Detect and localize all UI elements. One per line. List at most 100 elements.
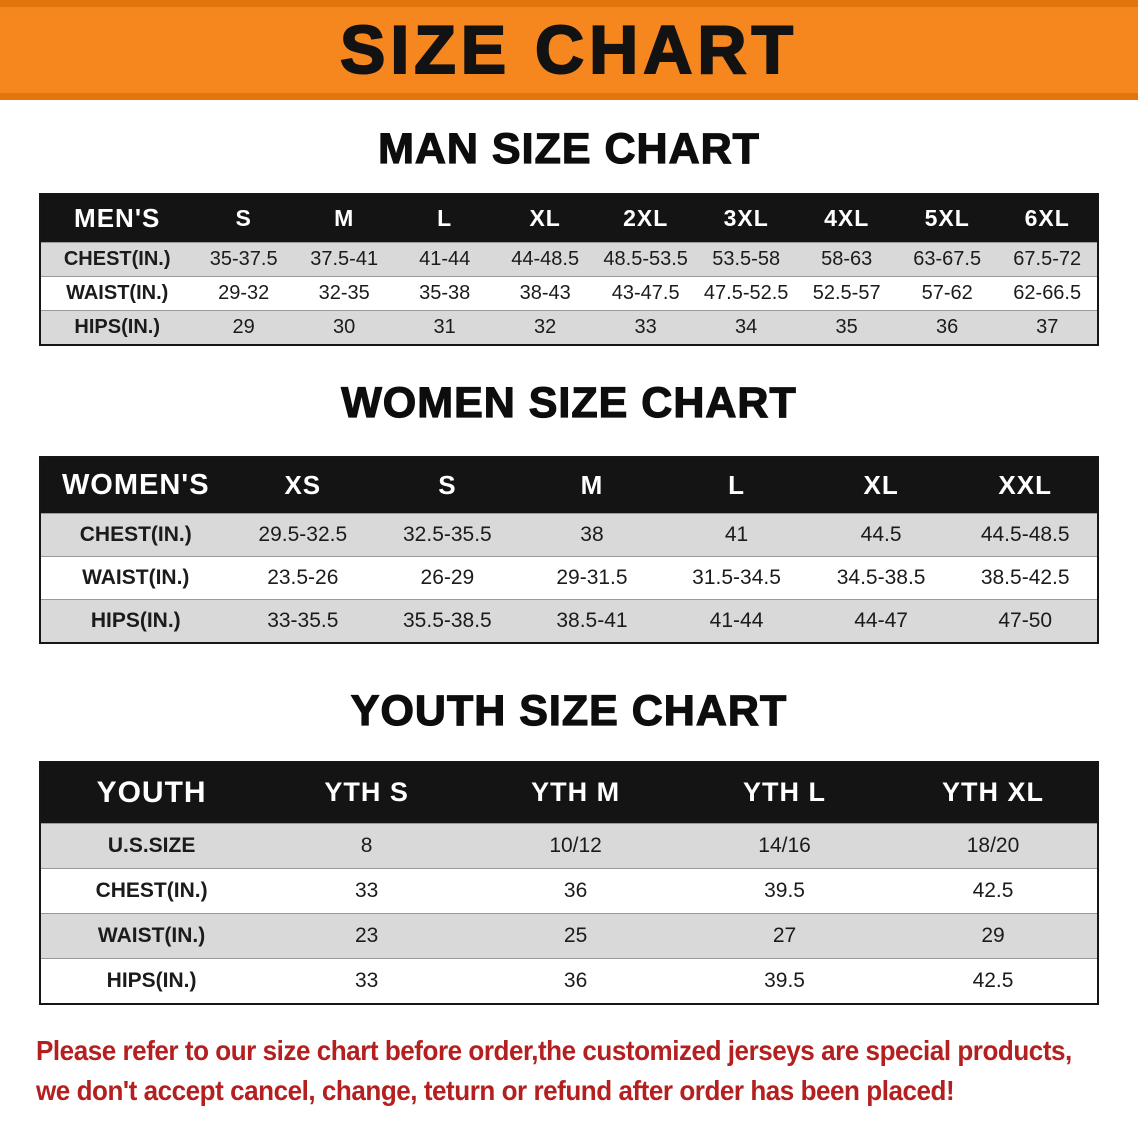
size-cell: 18/20	[966, 833, 1020, 857]
size-cell: 41-44	[709, 608, 764, 632]
size-cell: 37.5-41	[310, 248, 379, 271]
column-header: 5XL	[896, 194, 998, 243]
size-cell: 31	[433, 316, 456, 339]
row-label: HIPS(IN.)	[74, 316, 160, 339]
column-header: M	[293, 194, 395, 243]
size-cell: 43-47.5	[611, 282, 680, 305]
table-row: CHEST(IN.) 33 36 39.5 42.5	[40, 868, 1098, 914]
men-table-body: CHEST(IN.) 35-37.5 37.5-41 41-44 44-48.5…	[40, 242, 1098, 346]
banner: SIZE CHART	[0, 0, 1138, 100]
size-cell: 33	[354, 878, 379, 902]
size-cell: 44.5	[860, 522, 902, 546]
men-header-label: MEN'S	[40, 194, 194, 243]
size-cell: 29	[232, 316, 255, 339]
table-row: U.S.SIZE 8 10/12 14/16 18/20	[40, 823, 1098, 869]
youth-section-heading: YOUTH SIZE CHART	[350, 686, 788, 735]
column-header: S	[375, 456, 520, 514]
page-title: SIZE CHART	[339, 12, 798, 88]
table-row: WAIST(IN.) 23.5-26 26-29 29-31.5 31.5-34…	[40, 556, 1098, 600]
size-cell: 14/16	[758, 833, 811, 857]
size-cell: 29-31.5	[556, 565, 628, 589]
row-label: WAIST(IN.)	[97, 923, 206, 947]
size-cell: 37	[1036, 316, 1059, 339]
column-header: XL	[808, 456, 954, 514]
youth-header-row: YOUTH YTH S YTH M YTH L YTH XL	[40, 761, 1098, 824]
note-line-1: Please refer to our size chart before or…	[36, 1034, 1072, 1066]
size-cell: 38.5-41	[556, 608, 628, 632]
column-header: YTH L	[680, 761, 890, 824]
column-header: XS	[230, 456, 376, 514]
size-cell: 32-35	[318, 282, 370, 305]
note-line-2: we don't accept cancel, change, teturn o…	[36, 1074, 955, 1106]
column-header: YTH M	[471, 761, 681, 824]
column-header: XXL	[953, 456, 1098, 514]
size-cell: 52.5-57	[812, 282, 881, 305]
size-cell: 67.5-72	[1013, 248, 1082, 271]
table-row: HIPS(IN.) 33-35.5 35.5-38.5 38.5-41 41-4…	[40, 599, 1098, 643]
size-cell: 34.5-38.5	[836, 565, 926, 589]
table-row: CHEST(IN.) 35-37.5 37.5-41 41-44 44-48.5…	[40, 242, 1098, 277]
column-header: L	[394, 194, 495, 243]
women-size-table: WOMEN'S XS S M L XL XXL CHEST(IN.) 29.5-…	[39, 455, 1099, 644]
column-header: 2XL	[595, 194, 696, 243]
table-row: WAIST(IN.) 23 25 27 29	[40, 913, 1098, 959]
size-cell: 47.5-52.5	[703, 282, 789, 305]
table-row: HIPS(IN.) 29 30 31 32 33 34 35 36 37	[40, 310, 1098, 346]
column-header: 3XL	[695, 194, 797, 243]
size-cell: 35	[835, 316, 858, 339]
women-section: WOMEN SIZE CHART WOMEN'S XS S M L XL XXL	[0, 379, 1138, 644]
column-header: 4XL	[796, 194, 897, 243]
footer-note: Please refer to our size chart before or…	[0, 1033, 1138, 1108]
size-cell: 33	[354, 968, 379, 992]
size-cell: 29-32	[218, 282, 270, 305]
women-header-row: WOMEN'S XS S M L XL XXL	[40, 456, 1098, 514]
size-cell: 44.5-48.5	[980, 522, 1070, 546]
size-cell: 27	[772, 923, 797, 947]
row-label: CHEST(IN.)	[79, 522, 192, 546]
men-section: MAN SIZE CHART MEN'S S M L XL 2XL 3XL 4X…	[0, 125, 1138, 347]
men-header-row: MEN'S S M L XL 2XL 3XL 4XL 5XL 6XL	[40, 194, 1098, 243]
row-label: HIPS(IN.)	[106, 968, 197, 992]
size-cell: 33	[634, 316, 657, 339]
youth-size-table: YOUTH YTH S YTH M YTH L YTH XL U.S.SIZE …	[39, 760, 1099, 1005]
youth-table-body: U.S.SIZE 8 10/12 14/16 18/20 CHEST(IN.) …	[40, 823, 1098, 1004]
size-cell: 62-66.5	[1013, 282, 1082, 305]
size-cell: 10/12	[549, 833, 602, 857]
youth-header-label: YOUTH	[40, 761, 263, 824]
youth-section: YOUTH SIZE CHART YOUTH YTH S YTH M YTH L…	[0, 686, 1138, 1005]
size-cell: 44-47	[854, 608, 908, 632]
women-table-head: WOMEN'S XS S M L XL XXL	[40, 456, 1098, 514]
size-cell: 38.5-42.5	[980, 565, 1070, 589]
row-label: CHEST(IN.)	[95, 878, 208, 902]
table-row: HIPS(IN.) 33 36 39.5 42.5	[40, 958, 1098, 1004]
women-section-heading: WOMEN SIZE CHART	[341, 379, 797, 428]
column-header: YTH XL	[889, 761, 1098, 824]
size-cell: 35-37.5	[209, 248, 278, 271]
column-header: L	[664, 456, 809, 514]
size-cell: 29.5-32.5	[258, 522, 348, 546]
table-row: CHEST(IN.) 29.5-32.5 32.5-35.5 38 41 44.…	[40, 513, 1098, 557]
column-header: M	[519, 456, 665, 514]
table-row: WAIST(IN.) 29-32 32-35 35-38 38-43 43-47…	[40, 276, 1098, 311]
size-cell: 34	[735, 316, 758, 339]
size-cell: 44-48.5	[511, 248, 580, 271]
youth-table-head: YOUTH YTH S YTH M YTH L YTH XL	[40, 761, 1098, 824]
size-cell: 30	[333, 316, 356, 339]
size-cell: 33-35.5	[267, 608, 339, 632]
size-cell: 63-67.5	[913, 248, 982, 271]
size-cell: 32	[534, 316, 557, 339]
size-cell: 26-29	[420, 565, 475, 589]
men-table-head: MEN'S S M L XL 2XL 3XL 4XL 5XL 6XL	[40, 194, 1098, 243]
row-label: CHEST(IN.)	[63, 248, 171, 271]
size-cell: 57-62	[921, 282, 973, 305]
size-cell: 23.5-26	[267, 565, 339, 589]
size-cell: 23	[354, 923, 379, 947]
size-cell: 8	[360, 833, 373, 857]
size-cell: 36	[936, 316, 959, 339]
size-cell: 36	[563, 878, 588, 902]
women-header-label: WOMEN'S	[40, 456, 231, 514]
women-table-body: CHEST(IN.) 29.5-32.5 32.5-35.5 38 41 44.…	[40, 513, 1098, 643]
size-cell: 29	[981, 923, 1005, 947]
size-cell: 47-50	[998, 608, 1053, 632]
